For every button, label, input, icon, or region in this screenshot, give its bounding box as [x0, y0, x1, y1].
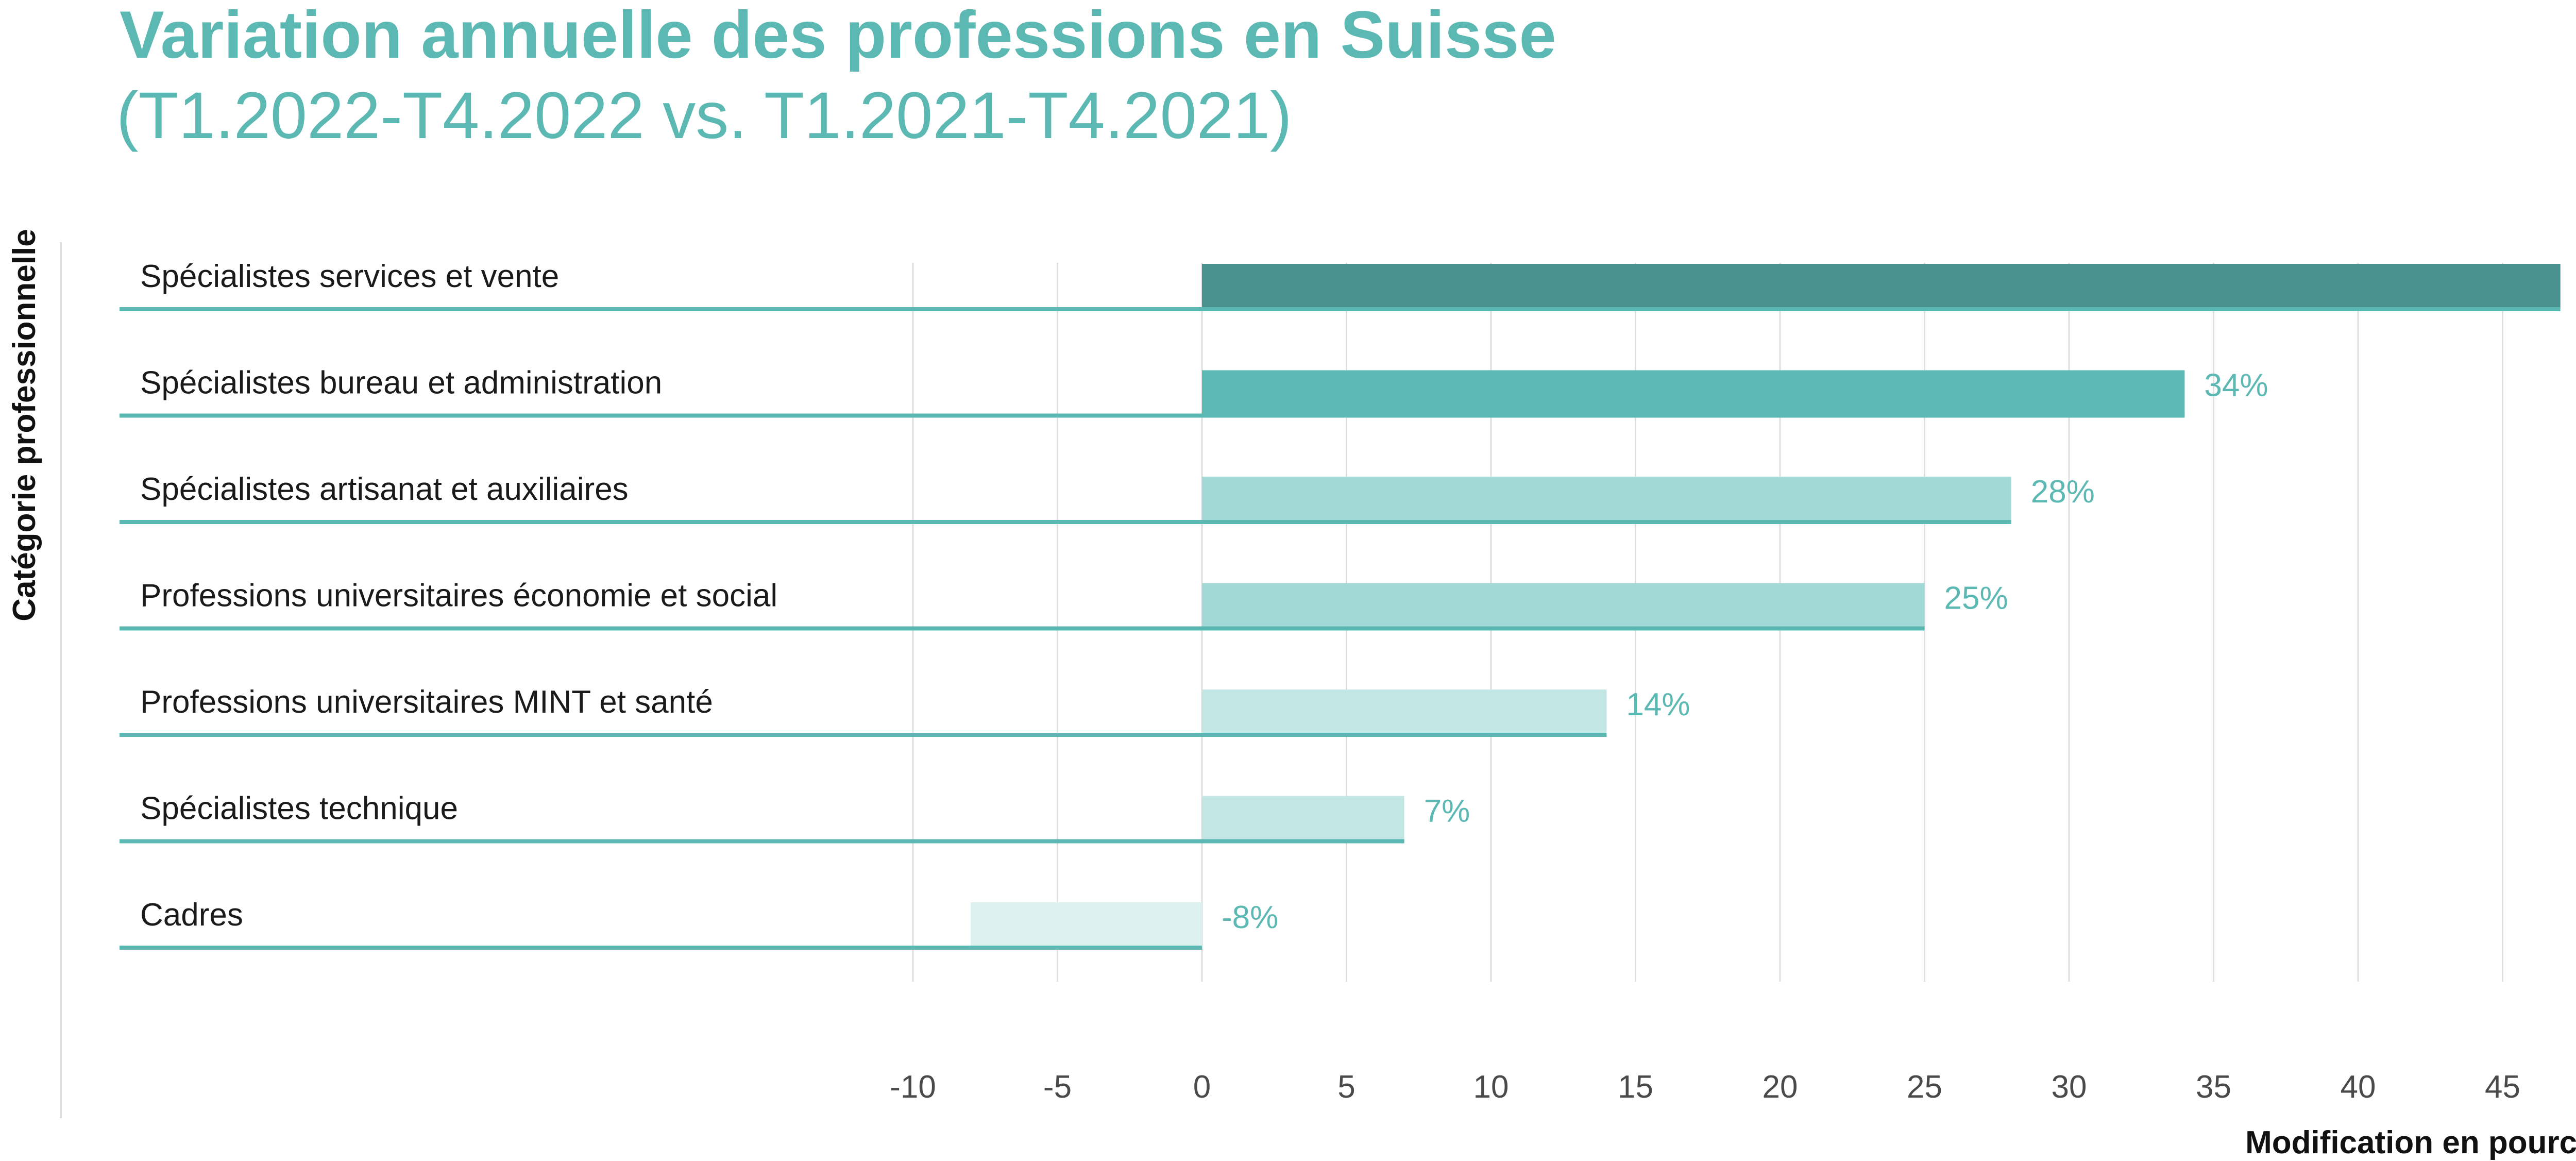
category-label: Spécialistes services et vente	[140, 259, 559, 294]
x-tick-label: 30	[2052, 1069, 2087, 1105]
x-tick-label: 35	[2196, 1069, 2231, 1105]
x-tick-label: 25	[1907, 1069, 1942, 1105]
y-axis-title: Catégorie professionnelle	[7, 229, 42, 621]
x-tick-label: 15	[1618, 1069, 1653, 1105]
bar-specialistes-artisanat-et-auxiliaires	[1202, 477, 2011, 522]
value-label: 25%	[1944, 581, 2008, 616]
bars	[120, 264, 2561, 950]
x-tick-label: 45	[2485, 1069, 2520, 1105]
bar-specialistes-services-et-vente	[1202, 264, 2561, 309]
bar-cadres	[971, 902, 1202, 948]
x-tick-label: 10	[1473, 1069, 1509, 1105]
x-axis-title: Modification en pourcentage	[2245, 1125, 2576, 1160]
x-tick-label: -10	[890, 1069, 936, 1105]
bar-professions-universitaires-economie-et-social	[1202, 583, 1925, 629]
x-tick-label: -5	[1043, 1069, 1072, 1105]
value-label: 34%	[2204, 368, 2268, 403]
category-label: Cadres	[140, 897, 243, 933]
category-label: Spécialistes technique	[140, 791, 458, 827]
value-labels: 47%34%28%25%14%7%-8%	[1222, 368, 2268, 936]
value-label: 7%	[1424, 794, 1470, 829]
category-label: Spécialistes bureau et administration	[140, 365, 662, 401]
chart-subtitle: (T1.2022-T4.2022 vs. T1.2021-T4.2021)	[116, 79, 1292, 153]
value-label: 14%	[1626, 687, 1690, 722]
x-tick-label: 20	[1762, 1069, 1798, 1105]
value-label: 28%	[2031, 474, 2095, 510]
bar-specialistes-technique	[1202, 796, 1404, 842]
x-tick-label: 0	[1193, 1069, 1211, 1105]
bar-professions-universitaires-mint-et-sante	[1202, 689, 1607, 735]
category-label: Professions universitaires économie et s…	[140, 578, 777, 614]
category-labels: Spécialistes services et vente Spécialist…	[140, 259, 777, 933]
x-tick-labels: -10-505101520253035404550	[890, 1069, 2520, 1105]
chart-title: Variation annuelle des professions en Su…	[120, 0, 1556, 72]
x-tick-label: 40	[2341, 1069, 2376, 1105]
bar-specialistes-bureau-et-administration	[1202, 370, 2185, 416]
value-label: -8%	[1222, 900, 1278, 935]
category-label: Professions universitaires MINT et santé	[140, 684, 713, 720]
category-label: Spécialistes artisanat et auxiliaires	[140, 472, 629, 507]
x-tick-label: 5	[1337, 1069, 1355, 1105]
